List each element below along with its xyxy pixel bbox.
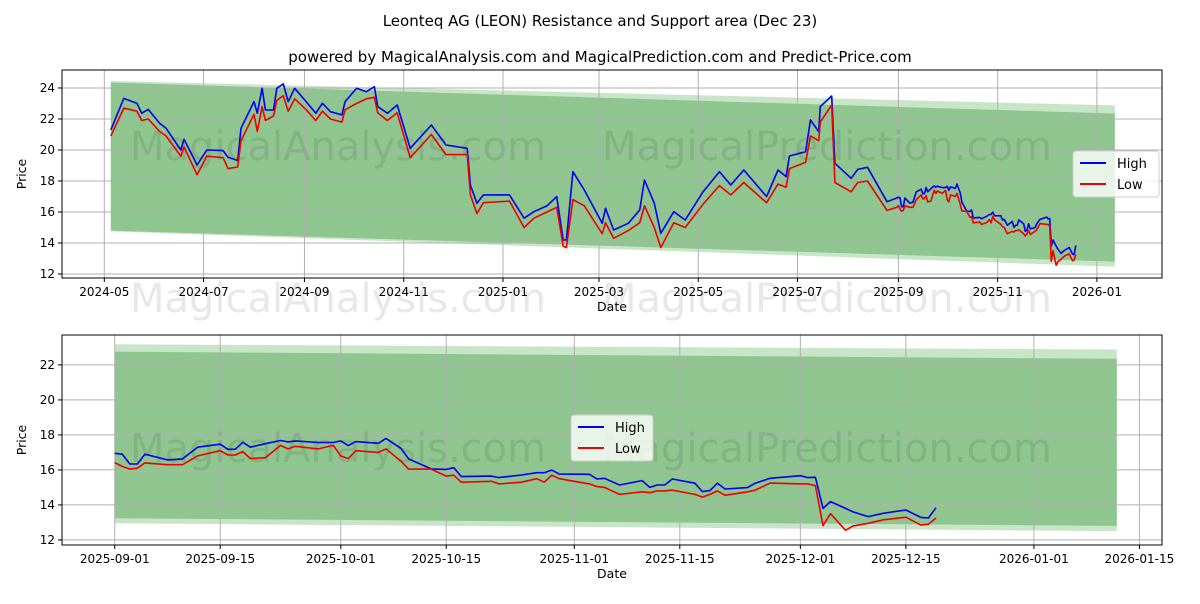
x-tick-label: 2025-01	[478, 285, 528, 299]
legend: High Low	[570, 414, 654, 462]
watermark-magicalprediction: MagicalPrediction.com	[602, 426, 1052, 472]
legend-high-label: High	[1117, 157, 1147, 172]
y-axis-label: Price	[14, 424, 29, 455]
y-tick-label: 24	[40, 81, 55, 95]
x-tick-label: 2025-12-01	[765, 552, 835, 566]
x-tick-label: 2025-07	[772, 285, 822, 299]
y-tick-label: 16	[40, 463, 55, 477]
x-tick-label: 2025-12-15	[871, 552, 941, 566]
legend-low-label: Low	[615, 442, 641, 457]
x-tick-label: 2024-09	[279, 285, 329, 299]
x-tick-label: 2024-07	[178, 285, 228, 299]
bottom-chart: 2025-09-01 2025-09-15 2025-10-01 2025-10-15…	[14, 334, 1175, 581]
top-chart: 2024-05 2024-07 2024-09 2024-11 2025-01 2025-…	[14, 69, 1163, 322]
y-tick-label: 14	[40, 236, 55, 250]
x-tick-label: 2026-01	[1072, 285, 1122, 299]
x-tick-label: 2025-09	[873, 285, 923, 299]
x-tick-label: 2025-09-15	[185, 552, 255, 566]
watermark-magicalanalysis: MagicalAnalysis.com	[130, 276, 546, 322]
legend-high-label: High	[615, 421, 645, 436]
x-tick-label: 2025-11	[973, 285, 1023, 299]
y-tick-label: 12	[40, 267, 55, 281]
y-tick-label: 20	[40, 393, 55, 407]
axes-frame	[61, 334, 1163, 546]
x-tick-label: 2025-09-01	[80, 552, 150, 566]
y-tick-label: 12	[40, 533, 55, 547]
y-tick-label: 14	[40, 498, 55, 512]
high-price-line	[110, 83, 1077, 256]
x-tick-label: 2024-05	[79, 285, 129, 299]
x-axis-label: Date	[597, 566, 627, 581]
watermark-magicalprediction: MagicalPrediction.com	[602, 276, 1052, 322]
x-tick-label: 2025-10-15	[411, 552, 481, 566]
x-tick-label: 2026-01-15	[1105, 552, 1175, 566]
x-tick-label: 2024-11	[379, 285, 429, 299]
low-price-line	[114, 444, 937, 532]
resistance-support-band-inner	[110, 82, 1115, 262]
axes-frame	[61, 69, 1163, 279]
x-tick-label: 2025-05	[673, 285, 723, 299]
x-tick-label: 2025-03	[574, 285, 624, 299]
chart-subtitle: powered by MagicalAnalysis.com and Magic…	[288, 48, 912, 66]
watermark-magicalanalysis: MagicalAnalysis.com	[130, 426, 546, 472]
legend: High Low	[1072, 150, 1160, 198]
x-tick-label: 2026-01-01	[999, 552, 1069, 566]
y-tick-label: 22	[40, 112, 55, 126]
chart-title: Leonteq AG (LEON) Resistance and Support…	[383, 12, 818, 30]
x-tick-label: 2025-11-01	[539, 552, 609, 566]
y-axis-label: Price	[14, 158, 29, 189]
y-tick-label: 18	[40, 428, 55, 442]
y-tick-label: 18	[40, 174, 55, 188]
x-axis-label: Date	[597, 299, 627, 314]
x-tick-label: 2025-11-15	[645, 552, 715, 566]
high-price-line	[114, 437, 937, 519]
y-tick-label: 16	[40, 205, 55, 219]
low-price-line	[110, 94, 1077, 267]
x-tick-label: 2025-10-01	[306, 552, 376, 566]
legend-low-label: Low	[1117, 178, 1143, 193]
watermark-magicalprediction: MagicalPrediction.com	[602, 124, 1052, 170]
y-tick-label: 22	[40, 358, 55, 372]
y-tick-label: 20	[40, 143, 55, 157]
